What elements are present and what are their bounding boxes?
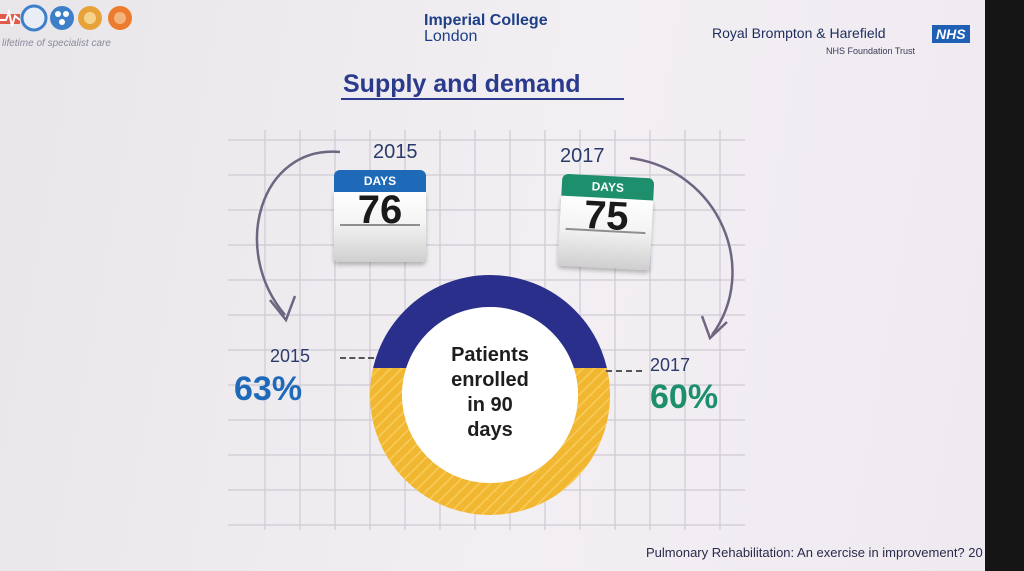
arrow-right-head — [700, 315, 728, 341]
ring-center — [402, 307, 578, 483]
charity-logo — [0, 4, 132, 32]
stat-percent-2015: 63% — [234, 370, 303, 408]
tagline: lifetime of specialist care — [2, 38, 111, 49]
ring-label-line: Patients — [451, 344, 529, 366]
stat-year-2015: 2015 — [270, 346, 311, 366]
arrow-right-curve — [629, 156, 734, 336]
screen-bezel — [985, 0, 1024, 571]
calendar-2017: DAYS 75 — [557, 173, 655, 271]
arrow-left-curve — [255, 150, 341, 316]
calendar-year-2015: 2015 — [373, 141, 418, 163]
calendar-page — [334, 190, 426, 262]
ring-top — [373, 275, 607, 368]
ring-bottom — [370, 368, 610, 515]
arrow-left-head — [269, 295, 297, 323]
title-underline — [341, 98, 624, 100]
ring-label: Patients enrolled in 90 days — [430, 343, 550, 443]
calendar-days-value: 75 — [582, 192, 630, 240]
imperial-line2: London — [424, 28, 478, 45]
ring-label-line: enrolled — [451, 369, 529, 391]
nhs-logo: NHS — [932, 25, 970, 43]
stat-year-2017: 2017 — [650, 355, 691, 375]
imperial-line1: Imperial College — [424, 12, 548, 29]
calendar-fold — [340, 224, 420, 226]
slide-footer: Pulmonary Rehabilitation: An exercise in… — [646, 545, 983, 560]
slide: lifetime of specialist care Imperial Col… — [0, 0, 985, 571]
ring-label-line: in 90 — [467, 394, 513, 416]
trust-name: Royal Brompton & Harefield — [712, 25, 886, 41]
ring-label-line: days — [467, 419, 513, 441]
stat-percent-2017: 60% — [650, 378, 719, 416]
infographic-graphic — [228, 130, 745, 530]
calendar-year-2017: 2017 — [560, 145, 605, 167]
imperial-college-logo: Imperial College London — [424, 13, 548, 45]
calendar-days-value: 76 — [357, 188, 403, 232]
stat-leader-2017 — [606, 370, 642, 372]
calendar-2015: DAYS 76 — [334, 170, 426, 262]
calendar-tab: DAYS — [334, 170, 426, 192]
slide-title: Supply and demand — [343, 70, 581, 98]
trust-subtitle: NHS Foundation Trust — [826, 46, 916, 56]
stat-leader-2015 — [340, 357, 374, 359]
